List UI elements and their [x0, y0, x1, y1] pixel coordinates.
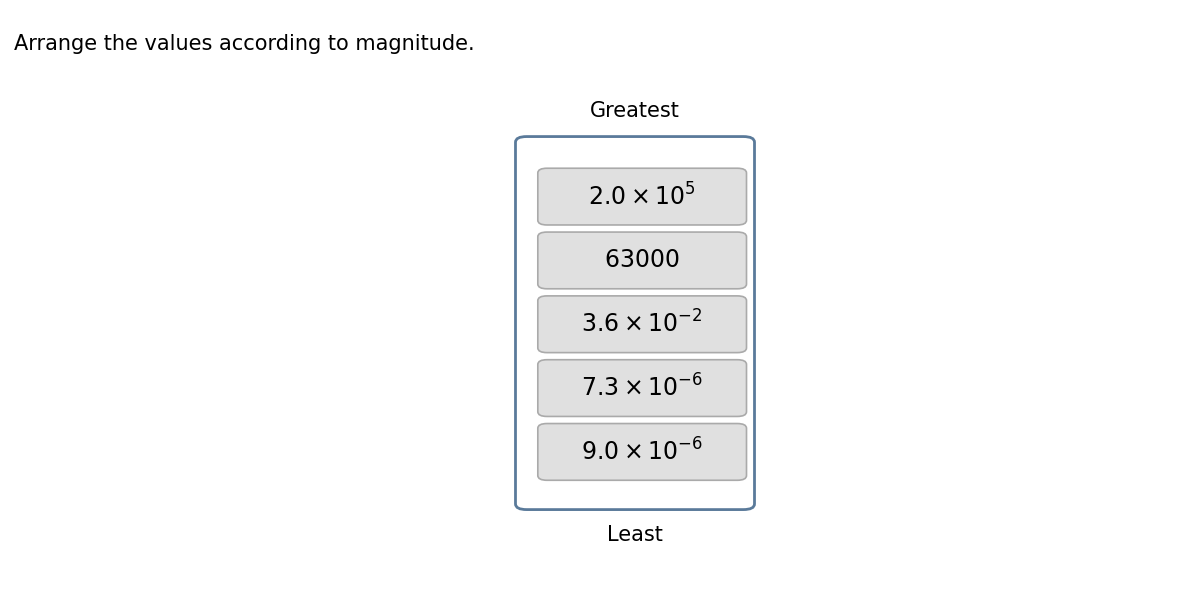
FancyBboxPatch shape	[538, 360, 746, 416]
FancyBboxPatch shape	[538, 424, 746, 480]
Text: $63000$: $63000$	[605, 249, 680, 273]
Text: Greatest: Greatest	[590, 101, 680, 121]
Text: $2.0 \times 10^{5}$: $2.0 \times 10^{5}$	[588, 183, 696, 210]
Text: Least: Least	[607, 525, 662, 545]
FancyBboxPatch shape	[538, 168, 746, 225]
Text: $9.0 \times 10^{-6}$: $9.0 \times 10^{-6}$	[581, 438, 703, 465]
Text: Arrange the values according to magnitude.: Arrange the values according to magnitud…	[14, 34, 475, 54]
FancyBboxPatch shape	[516, 136, 755, 510]
FancyBboxPatch shape	[538, 232, 746, 289]
FancyBboxPatch shape	[538, 296, 746, 352]
Text: $7.3 \times 10^{-6}$: $7.3 \times 10^{-6}$	[581, 375, 703, 402]
Text: $3.6 \times 10^{-2}$: $3.6 \times 10^{-2}$	[581, 311, 703, 338]
